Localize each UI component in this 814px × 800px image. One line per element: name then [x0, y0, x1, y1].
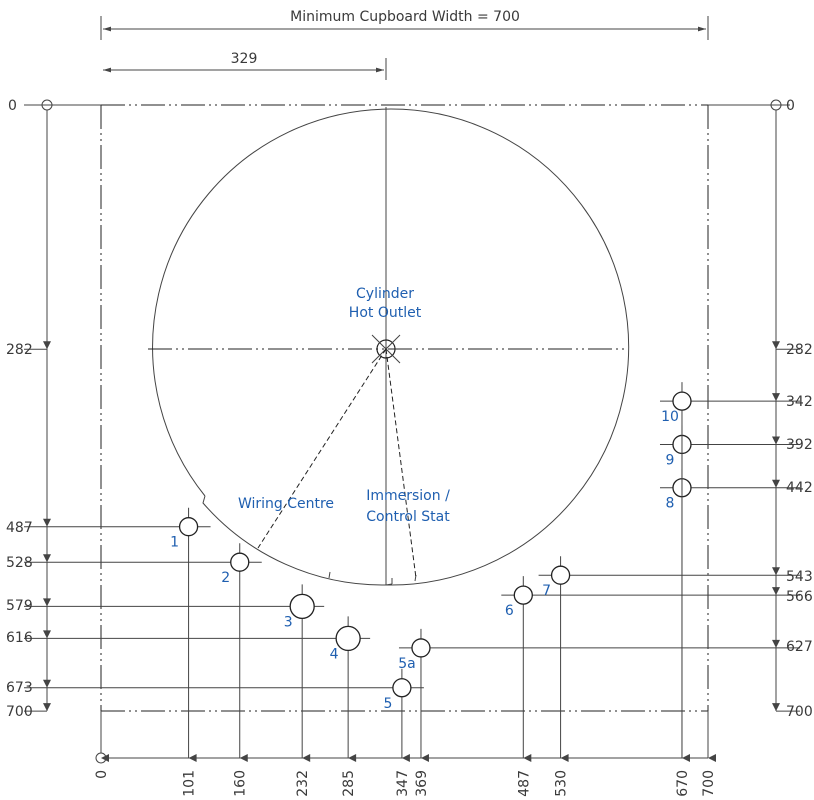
- connection-circle-6: [513, 585, 533, 605]
- bottom-label-285: 285: [341, 770, 357, 797]
- immersion-label-line1: Immersion /: [366, 488, 450, 504]
- bottom-label-101: 101: [182, 770, 198, 797]
- connection-label-5a: 5a: [398, 656, 416, 672]
- bottom-label-670: 670: [675, 770, 691, 797]
- connection-label-2: 2: [221, 570, 230, 586]
- right-label-566: 566: [786, 589, 813, 605]
- cupboard-boundary: [100, 104, 709, 758]
- bottom-arrow-670: [681, 754, 690, 762]
- width-dimension: Minimum Cupboard Width = 700: [100, 9, 709, 40]
- right-label-392: 392: [786, 437, 813, 453]
- right-arrow-282: [772, 341, 780, 350]
- bottom-ordinate-axis: [95, 752, 716, 764]
- left-arrow-700: [43, 703, 51, 712]
- right-label-627: 627: [786, 639, 813, 655]
- hot-outlet-circle: [376, 339, 396, 359]
- connection-label-9: 9: [666, 452, 675, 468]
- cylinder-label-line2: Hot Outlet: [349, 305, 422, 321]
- connection-circle-2: [230, 552, 250, 572]
- connection-label-8: 8: [666, 496, 675, 512]
- right-label-0: 0: [786, 98, 795, 114]
- connection-label-6: 6: [505, 603, 514, 619]
- right-arrow-342: [772, 393, 780, 402]
- right-label-442: 442: [786, 480, 813, 496]
- bottom-label-160: 160: [233, 770, 249, 797]
- bottom-label-369: 369: [414, 770, 430, 797]
- bottom-label-232: 232: [295, 770, 311, 797]
- width-dimension-label: Minimum Cupboard Width = 700: [290, 9, 520, 25]
- left-label-616: 616: [6, 630, 33, 646]
- right-arrow-627: [772, 639, 780, 648]
- connection-circle-7: [550, 565, 571, 585]
- immersion-label-line2: Control Stat: [366, 509, 450, 525]
- right-label-700: 700: [786, 704, 813, 720]
- connection-label-4: 4: [330, 646, 339, 662]
- bottom-arrow-160: [239, 754, 248, 762]
- connection-label-10: 10: [661, 409, 679, 425]
- bottom-label-0: 0: [94, 770, 110, 779]
- cylinder-offset-label: 329: [231, 51, 258, 67]
- connection-points: 1 2 3 4 5 5a 6 7 8 9 10: [47, 382, 776, 758]
- connection-circle-4: [335, 625, 361, 652]
- right-ordinate-axis: [708, 99, 800, 712]
- bottom-arrow-285: [348, 754, 357, 762]
- connection-circle-5a: [411, 638, 431, 658]
- connection-label-3: 3: [284, 614, 293, 630]
- connection-circle-3: [289, 593, 315, 620]
- bottom-arrow-369: [420, 754, 429, 762]
- bottom-arrow-700: [708, 754, 716, 762]
- cylinder-label-line1: Cylinder: [356, 286, 414, 302]
- left-label-528: 528: [6, 555, 33, 571]
- connection-circle-10: [672, 391, 692, 411]
- right-label-282: 282: [786, 342, 813, 358]
- cylinder: [148, 107, 630, 586]
- right-arrow-543: [772, 567, 780, 576]
- right-arrow-442: [772, 479, 780, 488]
- left-arrow-528: [43, 554, 51, 563]
- connection-label-1: 1: [170, 535, 179, 551]
- left-label-673: 673: [6, 680, 33, 696]
- wiring-centre-label: Wiring Centre: [238, 496, 334, 512]
- connection-label-5: 5: [383, 696, 392, 712]
- right-arrow-700: [772, 703, 780, 712]
- left-ordinate-axis: [24, 99, 101, 712]
- connection-circle-1: [178, 517, 199, 537]
- right-label-543: 543: [786, 569, 813, 585]
- bottom-arrow-530: [560, 754, 569, 762]
- left-arrow-673: [43, 679, 51, 688]
- left-label-579: 579: [6, 598, 33, 614]
- bottom-arrow-347: [401, 754, 410, 762]
- bottom-label-487: 487: [516, 770, 532, 797]
- right-arrow-566: [772, 587, 780, 596]
- bottom-arrow-232: [302, 754, 311, 762]
- bottom-label-347: 347: [395, 770, 411, 797]
- cylinder-offset-dimension: 329: [103, 51, 387, 80]
- left-arrow-282: [43, 341, 51, 350]
- left-arrow-579: [43, 598, 51, 607]
- bottom-ordinate-labels: 0 101 160 232 285 347 369 487 530 670 700: [94, 770, 717, 797]
- bottom-label-530: 530: [554, 770, 570, 797]
- bottom-arrow-487: [523, 754, 532, 762]
- left-label-282: 282: [6, 342, 33, 358]
- left-arrow-487: [43, 518, 51, 527]
- left-label-700: 700: [6, 704, 33, 720]
- left-label-0: 0: [8, 98, 17, 114]
- right-arrow-392: [772, 436, 780, 445]
- connection-label-7: 7: [542, 583, 551, 599]
- bottom-label-700: 700: [701, 770, 717, 797]
- bottom-arrow-101: [188, 754, 197, 762]
- right-label-342: 342: [786, 394, 813, 410]
- connection-circle-5: [392, 678, 412, 698]
- bottom-arrow-0: [101, 754, 109, 762]
- left-arrow-616: [43, 630, 51, 639]
- left-label-487: 487: [6, 520, 33, 536]
